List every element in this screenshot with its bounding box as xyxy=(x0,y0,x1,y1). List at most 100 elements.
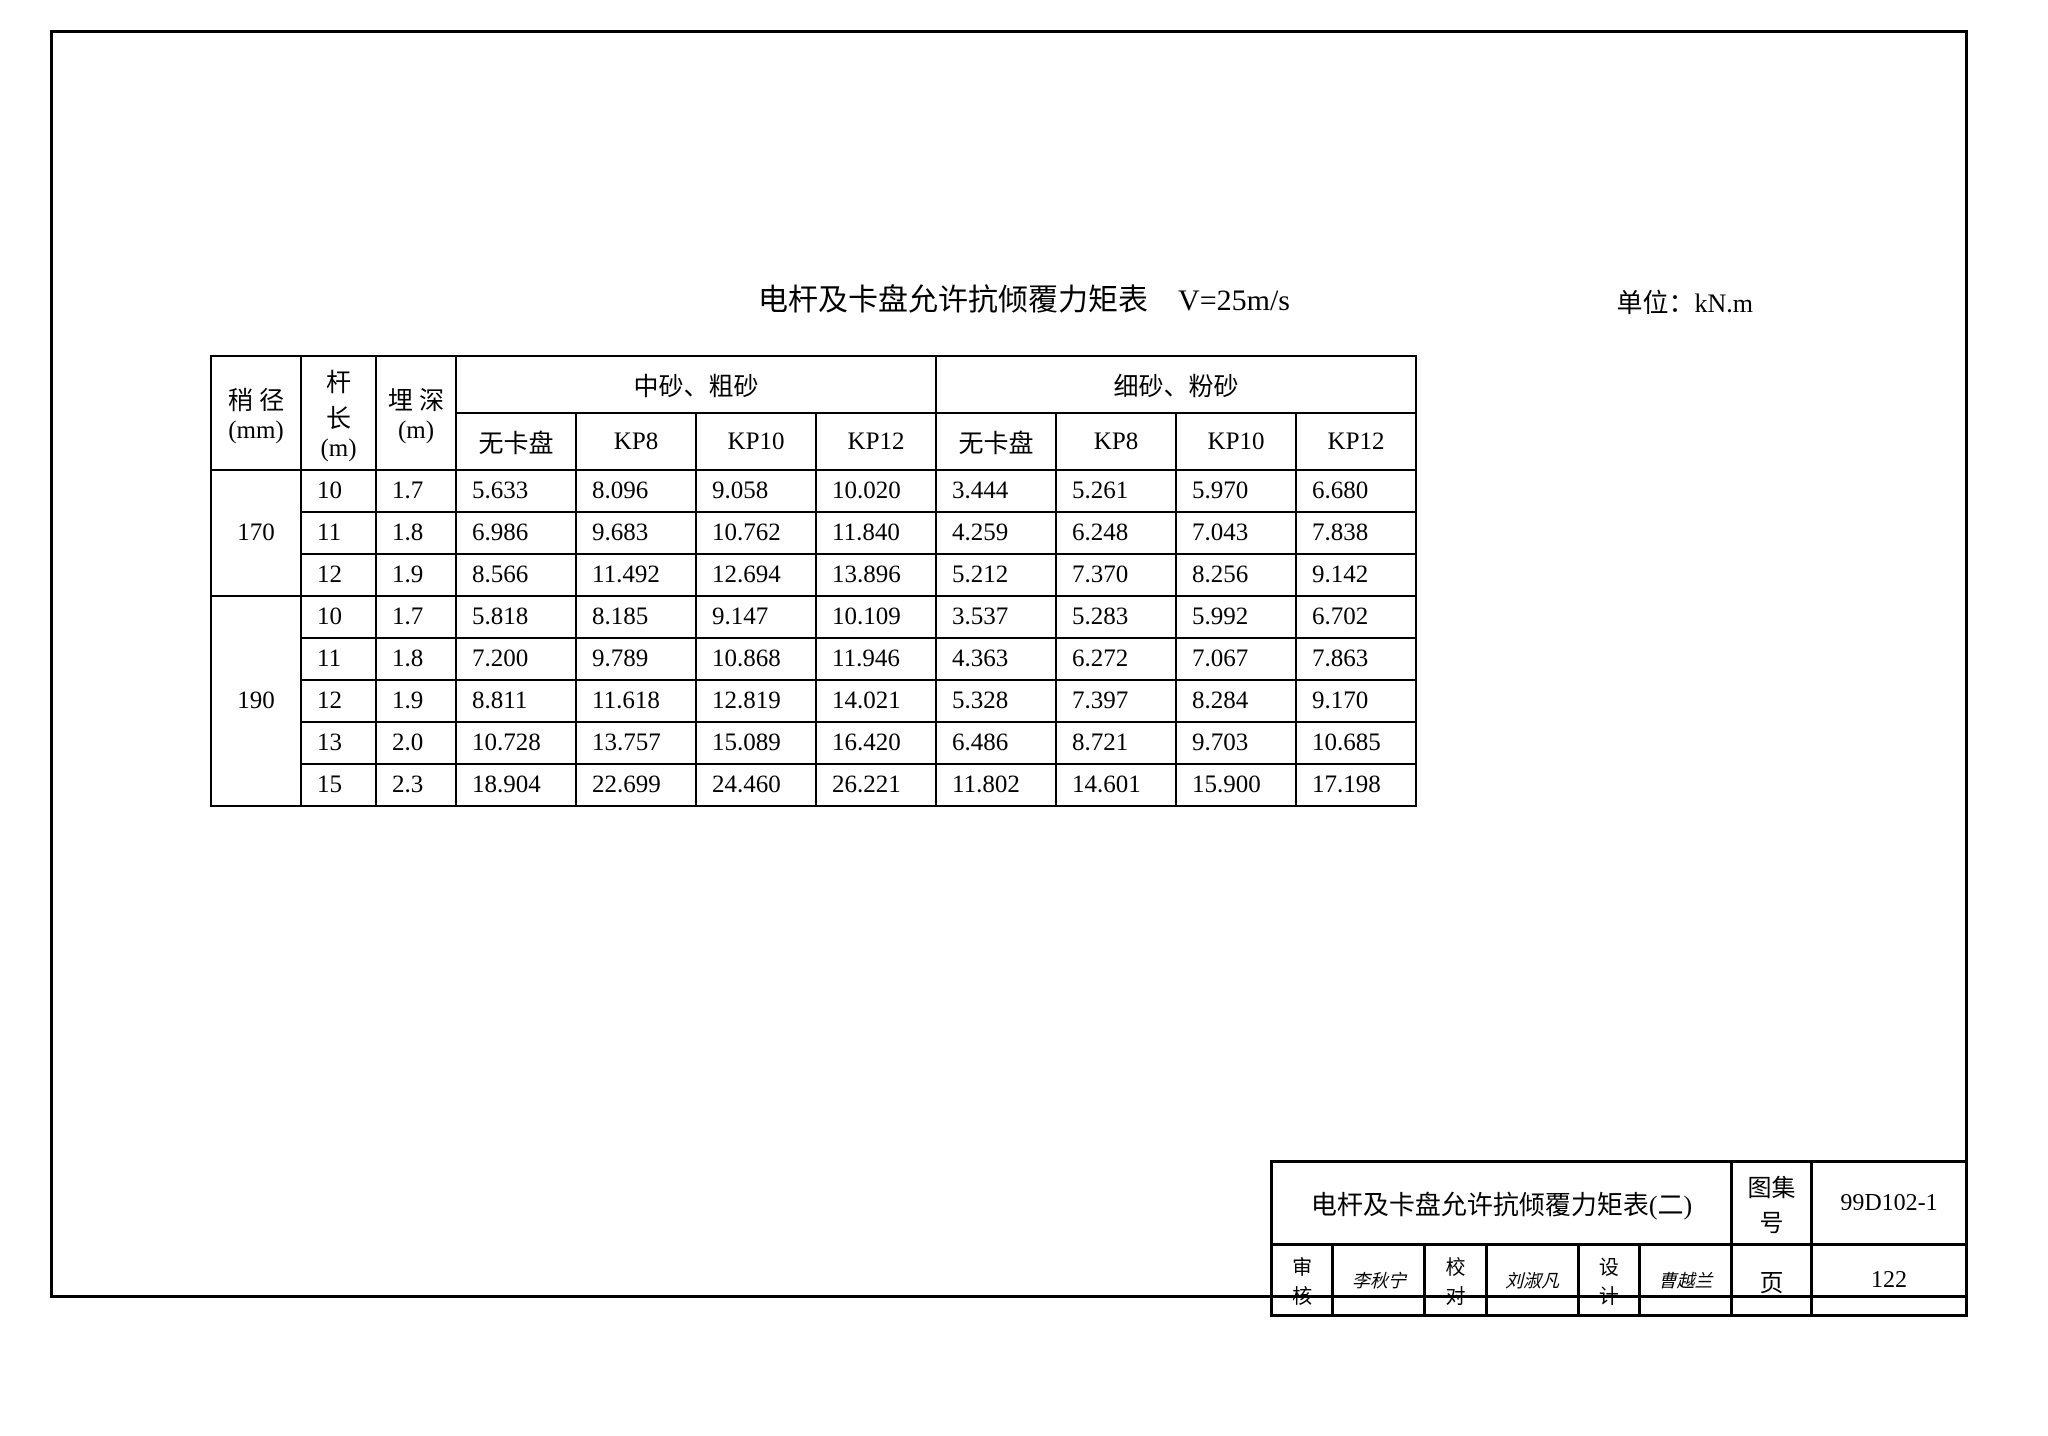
col-header-depth: 埋 深(m) xyxy=(376,356,456,470)
col-subheader: KP10 xyxy=(696,413,816,470)
data-cell: 15.089 xyxy=(696,722,816,764)
unit-label: 单位：kN.m xyxy=(1616,283,1753,320)
table-row: 152.318.90422.69924.46026.22111.80214.60… xyxy=(211,764,1416,806)
depth-cell: 1.8 xyxy=(376,638,456,680)
data-cell: 7.863 xyxy=(1296,638,1416,680)
data-cell: 9.147 xyxy=(696,596,816,638)
depth-cell: 1.7 xyxy=(376,596,456,638)
table-row: 111.87.2009.78910.86811.9464.3636.2727.0… xyxy=(211,638,1416,680)
data-cell: 6.486 xyxy=(936,722,1056,764)
review-label: 审核 xyxy=(1272,1245,1333,1316)
col-subheader: KP12 xyxy=(816,413,936,470)
data-cell: 10.109 xyxy=(816,596,936,638)
data-cell: 7.370 xyxy=(1056,554,1176,596)
data-cell: 5.283 xyxy=(1056,596,1176,638)
data-cell: 3.444 xyxy=(936,470,1056,512)
col-header-group-2: 细砂、粉砂 xyxy=(936,356,1416,413)
data-cell: 5.970 xyxy=(1176,470,1296,512)
data-cell: 12.819 xyxy=(696,680,816,722)
data-cell: 10.728 xyxy=(456,722,576,764)
length-cell: 12 xyxy=(301,554,376,596)
data-cell: 16.420 xyxy=(816,722,936,764)
data-cell: 8.256 xyxy=(1176,554,1296,596)
title-block: 电杆及卡盘允许抗倾覆力矩表(二) 图集号 99D102-1 审核 李秋宁 校对 … xyxy=(1270,1160,1968,1317)
data-cell: 10.762 xyxy=(696,512,816,554)
data-cell: 15.900 xyxy=(1176,764,1296,806)
data-cell: 14.601 xyxy=(1056,764,1176,806)
data-cell: 24.460 xyxy=(696,764,816,806)
data-cell: 9.170 xyxy=(1296,680,1416,722)
data-cell: 7.043 xyxy=(1176,512,1296,554)
design-label: 设计 xyxy=(1578,1245,1639,1316)
length-cell: 10 xyxy=(301,596,376,638)
length-cell: 15 xyxy=(301,764,376,806)
data-cell: 5.818 xyxy=(456,596,576,638)
title-block-row-1: 电杆及卡盘允许抗倾覆力矩表(二) 图集号 99D102-1 xyxy=(1272,1162,1967,1245)
data-cell: 6.702 xyxy=(1296,596,1416,638)
col-header-group-1: 中砂、粗砂 xyxy=(456,356,936,413)
review-signature: 李秋宁 xyxy=(1333,1245,1425,1316)
data-cell: 9.683 xyxy=(576,512,696,554)
length-cell: 11 xyxy=(301,512,376,554)
data-cell: 8.096 xyxy=(576,470,696,512)
data-cell: 8.566 xyxy=(456,554,576,596)
set-number-value: 99D102-1 xyxy=(1812,1162,1967,1245)
data-cell: 8.721 xyxy=(1056,722,1176,764)
data-cell: 7.067 xyxy=(1176,638,1296,680)
col-subheader: KP10 xyxy=(1176,413,1296,470)
page-value: 122 xyxy=(1812,1245,1967,1316)
data-cell: 5.212 xyxy=(936,554,1056,596)
set-number-label: 图集号 xyxy=(1732,1162,1812,1245)
col-subheader: KP8 xyxy=(1056,413,1176,470)
table-row: 190101.75.8188.1859.14710.1093.5375.2835… xyxy=(211,596,1416,638)
diameter-cell: 190 xyxy=(211,596,301,806)
data-cell: 13.896 xyxy=(816,554,936,596)
depth-cell: 2.0 xyxy=(376,722,456,764)
data-cell: 17.198 xyxy=(1296,764,1416,806)
data-cell: 26.221 xyxy=(816,764,936,806)
data-cell: 10.020 xyxy=(816,470,936,512)
data-cell: 11.840 xyxy=(816,512,936,554)
check-label: 校对 xyxy=(1425,1245,1486,1316)
col-subheader: KP8 xyxy=(576,413,696,470)
data-cell: 4.363 xyxy=(936,638,1056,680)
data-cell: 10.868 xyxy=(696,638,816,680)
data-cell: 11.946 xyxy=(816,638,936,680)
design-signature: 曹越兰 xyxy=(1639,1245,1731,1316)
col-subheader: KP12 xyxy=(1296,413,1416,470)
data-cell: 11.802 xyxy=(936,764,1056,806)
data-cell: 11.618 xyxy=(576,680,696,722)
depth-cell: 1.7 xyxy=(376,470,456,512)
page-label: 页 xyxy=(1732,1245,1812,1316)
table-row: 111.86.9869.68310.76211.8404.2596.2487.0… xyxy=(211,512,1416,554)
data-cell: 8.185 xyxy=(576,596,696,638)
data-cell: 9.058 xyxy=(696,470,816,512)
data-cell: 9.703 xyxy=(1176,722,1296,764)
diameter-cell: 170 xyxy=(211,470,301,596)
length-cell: 12 xyxy=(301,680,376,722)
data-cell: 6.986 xyxy=(456,512,576,554)
table-header-row-1: 稍 径(mm) 杆 长(m) 埋 深(m) 中砂、粗砂 细砂、粉砂 xyxy=(211,356,1416,413)
data-cell: 18.904 xyxy=(456,764,576,806)
length-cell: 13 xyxy=(301,722,376,764)
col-subheader: 无卡盘 xyxy=(456,413,576,470)
data-cell: 7.397 xyxy=(1056,680,1176,722)
col-subheader: 无卡盘 xyxy=(936,413,1056,470)
data-cell: 6.272 xyxy=(1056,638,1176,680)
check-signature: 刘淑凡 xyxy=(1486,1245,1578,1316)
data-cell: 14.021 xyxy=(816,680,936,722)
data-cell: 8.284 xyxy=(1176,680,1296,722)
title-block-row-2: 审核 李秋宁 校对 刘淑凡 设计 曹越兰 页 122 xyxy=(1272,1245,1967,1316)
data-cell: 8.811 xyxy=(456,680,576,722)
data-cell: 5.261 xyxy=(1056,470,1176,512)
data-cell: 3.537 xyxy=(936,596,1056,638)
data-cell: 12.694 xyxy=(696,554,816,596)
data-cell: 6.680 xyxy=(1296,470,1416,512)
depth-cell: 1.8 xyxy=(376,512,456,554)
depth-cell: 1.9 xyxy=(376,680,456,722)
data-cell: 13.757 xyxy=(576,722,696,764)
data-cell: 9.789 xyxy=(576,638,696,680)
moment-table: 稍 径(mm) 杆 长(m) 埋 深(m) 中砂、粗砂 细砂、粉砂 无卡盘 KP… xyxy=(210,355,1417,807)
data-cell: 4.259 xyxy=(936,512,1056,554)
col-header-diameter: 稍 径(mm) xyxy=(211,356,301,470)
